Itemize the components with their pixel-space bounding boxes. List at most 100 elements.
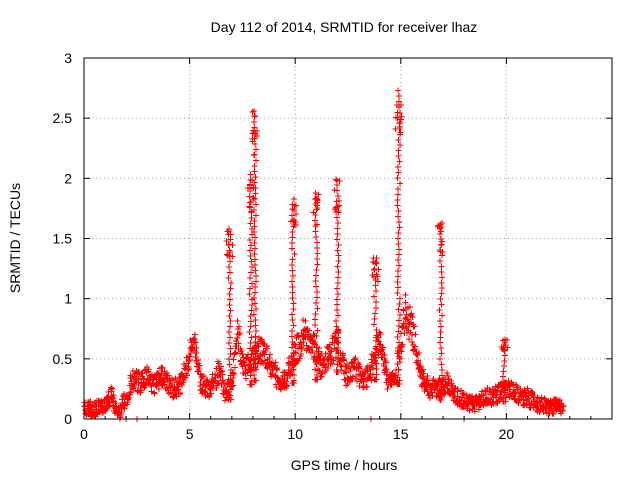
- data-point: [248, 307, 255, 314]
- data-point: [156, 386, 163, 393]
- data-point: [274, 374, 281, 381]
- data-point: [247, 181, 254, 188]
- data-point: [352, 356, 359, 363]
- data-point: [289, 228, 296, 235]
- data-point: [335, 328, 342, 335]
- data-point: [226, 383, 233, 390]
- data-point: [287, 218, 294, 225]
- data-point: [335, 207, 342, 214]
- data-point: [163, 376, 170, 383]
- data-point: [251, 311, 258, 318]
- data-point: [408, 310, 415, 317]
- data-point: [395, 136, 402, 143]
- data-point: [126, 394, 133, 401]
- data-point: [459, 390, 466, 397]
- data-point: [138, 379, 145, 386]
- data-point: [394, 350, 401, 357]
- data-point: [396, 312, 403, 318]
- data-point: [290, 217, 297, 224]
- data-point: [315, 191, 322, 198]
- data-point: [247, 372, 254, 379]
- data-point: [313, 360, 320, 367]
- data-point: [253, 201, 259, 208]
- data-point: [226, 312, 233, 319]
- data-point: [524, 385, 531, 392]
- data-point: [251, 163, 258, 169]
- data-point: [438, 279, 445, 286]
- data-point: [191, 335, 198, 342]
- data-point: [423, 384, 430, 391]
- data-point: [312, 233, 319, 240]
- data-point: [289, 327, 296, 334]
- data-point: [396, 301, 403, 307]
- data-point: [424, 373, 431, 380]
- data-point: [229, 253, 236, 260]
- data-point: [227, 307, 234, 314]
- data-point: [373, 343, 380, 350]
- data-point: [289, 316, 296, 323]
- data-point: [395, 93, 402, 99]
- data-point: [334, 231, 341, 237]
- data-point: [368, 356, 375, 363]
- data-point: [396, 158, 403, 165]
- data-point: [396, 246, 403, 253]
- data-point: [333, 323, 340, 330]
- data-point: [192, 353, 199, 360]
- data-point: [408, 339, 415, 345]
- data-point: [448, 382, 455, 388]
- data-point: [227, 318, 234, 325]
- data-point: [397, 129, 404, 136]
- x-tick-label: 0: [80, 426, 88, 442]
- data-point: [250, 372, 257, 378]
- data-point: [402, 292, 409, 299]
- data-point: [226, 394, 233, 401]
- data-point: [247, 171, 254, 178]
- data-point: [230, 371, 237, 378]
- data-point: [437, 258, 443, 264]
- ticks: [83, 57, 612, 420]
- data-point: [501, 378, 508, 385]
- data-point: [356, 363, 363, 370]
- data-point: [247, 312, 254, 319]
- data-point: [236, 330, 243, 337]
- data-point: [293, 211, 300, 218]
- data-point: [437, 317, 444, 324]
- data-point: [335, 334, 342, 341]
- data-point: [290, 349, 297, 356]
- data-point: [394, 290, 401, 297]
- data-point: [246, 285, 253, 292]
- data-point: [452, 392, 459, 399]
- data-point: [236, 323, 242, 330]
- data-point: [252, 339, 259, 345]
- data-point: [395, 147, 402, 154]
- data-point: [333, 301, 340, 308]
- x-axis-label: GPS time / hours: [291, 457, 398, 473]
- data-point: [312, 316, 319, 323]
- data-point: [413, 348, 420, 355]
- data-point: [289, 283, 296, 290]
- data-point: [239, 351, 246, 358]
- data-point: [252, 361, 259, 367]
- data-point: [372, 299, 379, 306]
- data-point: [264, 343, 271, 350]
- data-point: [397, 123, 404, 130]
- data-point: [313, 221, 320, 228]
- data-point: [335, 290, 341, 297]
- data-point: [219, 371, 226, 378]
- data-point: [529, 389, 536, 396]
- data-point: [298, 350, 304, 357]
- data-point: [439, 238, 446, 245]
- data-point: [186, 365, 192, 372]
- data-point: [197, 378, 204, 385]
- data-point: [314, 355, 321, 362]
- data-point: [247, 367, 254, 374]
- data-point: [396, 180, 403, 187]
- data-point: [313, 206, 320, 213]
- data-point: [251, 124, 258, 131]
- data-point: [246, 193, 253, 200]
- data-point: [394, 333, 401, 340]
- data-point: [251, 262, 258, 268]
- data-point: [274, 367, 280, 374]
- data-point: [395, 235, 402, 242]
- data-point: [227, 345, 234, 352]
